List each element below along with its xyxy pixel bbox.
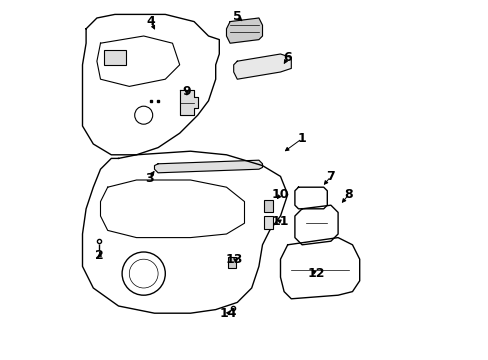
Text: 8: 8: [344, 188, 352, 201]
Text: 10: 10: [271, 188, 289, 201]
Polygon shape: [82, 151, 287, 313]
Text: 9: 9: [182, 85, 191, 98]
Text: 14: 14: [219, 307, 237, 320]
Text: 3: 3: [144, 172, 153, 185]
Text: 7: 7: [326, 170, 335, 183]
Polygon shape: [226, 18, 262, 43]
Text: 1: 1: [297, 132, 306, 145]
Circle shape: [134, 106, 152, 124]
Polygon shape: [233, 54, 291, 79]
Bar: [264, 216, 273, 229]
Polygon shape: [82, 14, 219, 155]
Text: 13: 13: [225, 253, 243, 266]
Text: 5: 5: [232, 10, 241, 23]
Text: 6: 6: [283, 51, 291, 64]
Polygon shape: [154, 160, 262, 173]
Text: 12: 12: [307, 267, 325, 280]
Bar: [264, 200, 273, 212]
Polygon shape: [294, 187, 326, 209]
Bar: [104, 50, 125, 65]
Bar: [228, 257, 235, 268]
Text: 4: 4: [146, 15, 155, 28]
Circle shape: [122, 252, 165, 295]
Text: 11: 11: [271, 215, 289, 228]
Text: 2: 2: [95, 249, 104, 262]
Polygon shape: [294, 205, 337, 245]
Polygon shape: [280, 238, 359, 299]
Polygon shape: [179, 90, 197, 115]
